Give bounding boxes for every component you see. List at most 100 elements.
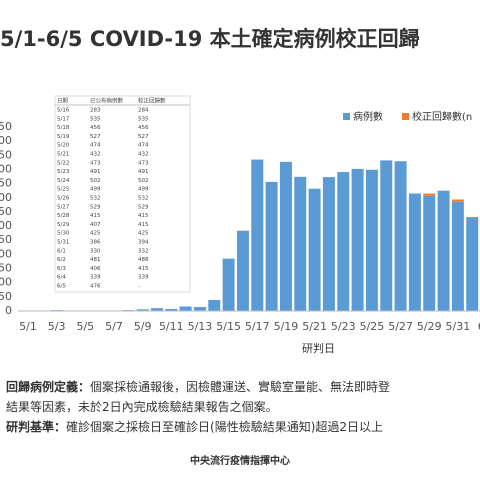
table-cell: - xyxy=(138,284,140,290)
table-cell: 5/26 xyxy=(57,196,70,202)
bar xyxy=(408,193,421,311)
table-cell: 473 xyxy=(138,160,149,166)
table-cell: 529 xyxy=(138,204,149,210)
bar xyxy=(279,161,292,311)
bar xyxy=(380,160,393,311)
x-tick-label: 5/31 xyxy=(446,320,471,333)
bar xyxy=(437,190,450,311)
x-tick-label: 5/17 xyxy=(245,320,270,333)
legend-label: 病例數 xyxy=(353,110,383,123)
table-cell: 502 xyxy=(138,178,149,184)
x-tick-label: 5/21 xyxy=(302,320,327,333)
table-cell: 473 xyxy=(90,160,101,166)
x-tick-label: 5/5 xyxy=(76,320,94,333)
bar xyxy=(394,161,407,311)
table-cell: 425 xyxy=(90,231,101,237)
bar xyxy=(208,299,221,311)
bar xyxy=(423,193,436,196)
table-cell: 499 xyxy=(90,187,101,193)
table-cell: 332 xyxy=(138,248,149,254)
note: 回歸病例定義：個案採檢通報後，因檢體運送、實驗室量能、無法即時登 xyxy=(6,379,390,394)
table-cell: 5/20 xyxy=(57,143,70,149)
y-tick-label: 50 xyxy=(0,262,12,275)
table-cell: 5/22 xyxy=(57,160,69,166)
y-tick-label: 50 xyxy=(0,148,12,161)
table-header: 已公布病例數 xyxy=(90,97,124,105)
table-cell: 5/24 xyxy=(57,178,70,184)
note-text: 確診個案之採檢日至確診日(陽性檢驗結果通知)超過2日以上 xyxy=(66,419,383,434)
x-tick-label: 5/3 xyxy=(48,320,66,333)
bar xyxy=(294,176,307,311)
y-tick-label: 00 xyxy=(0,162,12,175)
note: 結果等因素，未於2日內完成檢驗結果報告之個案。 xyxy=(6,399,278,414)
table-header: 校正回歸數 xyxy=(138,97,166,105)
bar xyxy=(365,169,378,311)
legend-swatch xyxy=(402,113,409,120)
table-cell: 5/25 xyxy=(57,187,70,193)
table-cell: 406 xyxy=(90,266,101,272)
table-cell: 5/18 xyxy=(57,125,70,131)
table-cell: 456 xyxy=(138,125,149,131)
bar xyxy=(165,309,178,311)
inset-table xyxy=(54,95,191,293)
table-cell: 330 xyxy=(90,248,101,254)
table-cell: 474 xyxy=(90,143,101,149)
table-cell: 527 xyxy=(90,134,101,140)
y-tick-label: 0 xyxy=(5,304,12,317)
y-tick-label: 50 xyxy=(0,233,12,246)
table-cell: 6/3 xyxy=(57,266,66,272)
bar xyxy=(451,199,464,202)
table-header: 日期 xyxy=(57,98,69,105)
table-cell: 415 xyxy=(90,213,101,219)
bar xyxy=(222,258,235,311)
table-cell: 6/4 xyxy=(57,275,66,281)
table-cell: 529 xyxy=(90,204,101,210)
x-tick-label: 5/7 xyxy=(105,320,123,333)
bar xyxy=(193,307,206,311)
table-cell: 339 xyxy=(138,275,149,281)
y-tick-label: 00 xyxy=(0,134,12,147)
x-tick-label: 5/25 xyxy=(360,320,385,333)
table-cell: 488 xyxy=(138,257,149,263)
bar xyxy=(423,195,436,311)
x-tick-label: 5/27 xyxy=(388,320,413,333)
bar xyxy=(466,217,479,218)
bar xyxy=(236,230,249,311)
table-cell: 532 xyxy=(138,196,149,202)
bar xyxy=(322,177,335,311)
table-cell: 394 xyxy=(138,240,149,246)
note-term: 研判基準： xyxy=(6,419,66,434)
note-term: 回歸病例定義： xyxy=(6,379,90,394)
bar xyxy=(136,309,149,311)
y-tick-label: 00 xyxy=(0,276,12,289)
table-cell: 415 xyxy=(138,266,149,272)
table-cell: 339 xyxy=(90,275,101,281)
table-cell: 5/31 xyxy=(57,240,69,246)
table-cell: 5/23 xyxy=(57,169,70,175)
x-tick-label: 5/29 xyxy=(417,320,442,333)
bar xyxy=(150,308,163,311)
x-tick-label: 5/15 xyxy=(216,320,241,333)
table-cell: 415 xyxy=(138,222,149,228)
x-tick-label: 5/19 xyxy=(274,320,299,333)
table-cell: 284 xyxy=(138,108,149,114)
table-cell: 474 xyxy=(138,143,149,149)
table-cell: 6/2 xyxy=(57,257,66,263)
bar xyxy=(308,188,321,311)
legend-swatch xyxy=(343,113,350,120)
y-tick-label: 00 xyxy=(0,219,12,232)
x-axis-label: 研判日 xyxy=(302,342,335,355)
footer: 中央流行疫情指揮中心 xyxy=(190,454,290,467)
table-cell: 502 xyxy=(90,178,101,184)
table-cell: 432 xyxy=(138,152,149,158)
table-cell: 5/30 xyxy=(57,231,70,237)
table-cell: 407 xyxy=(90,222,101,228)
table-cell: 527 xyxy=(138,134,149,140)
table-cell: 386 xyxy=(90,240,101,246)
bar xyxy=(451,201,464,311)
legend-label: 校正回歸數(n xyxy=(412,110,472,123)
chart-title: 5/1-6/5 COVID-19 本土確定病例校正回歸 xyxy=(0,27,420,51)
table-cell: 499 xyxy=(138,187,149,193)
